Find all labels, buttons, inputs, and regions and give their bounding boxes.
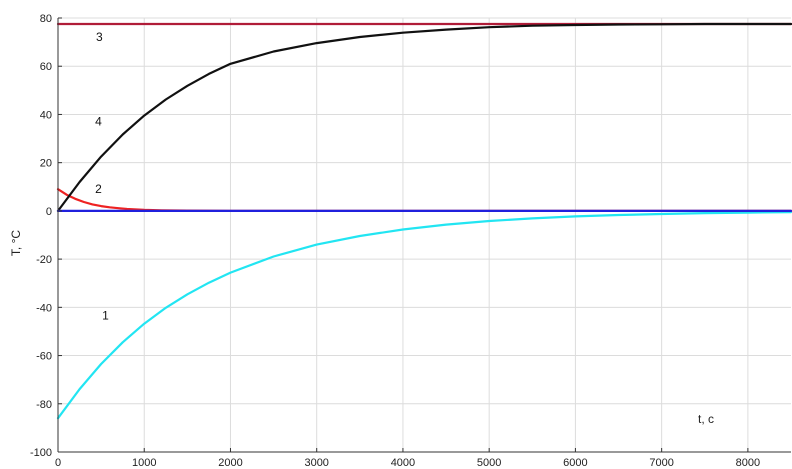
x-tick-label: 2000 — [218, 457, 242, 469]
series-line-4 — [56, 22, 792, 212]
x-tick-label: 8000 — [736, 457, 760, 469]
y-tick-label: 60 — [40, 61, 52, 73]
x-axis-label: t, c — [698, 412, 714, 426]
y-tick-label: 0 — [46, 206, 52, 218]
x-tick-label: 1000 — [132, 457, 156, 469]
curve-labels: 1 2 3 4 — [95, 30, 109, 322]
x-tick-label: 5000 — [477, 457, 501, 469]
tick-labels: 0 1000 2000 3000 4000 5000 6000 7000 8000 -100 -80… — [30, 13, 760, 469]
curve-label-2: 2 — [95, 182, 102, 196]
series-lines — [56, 22, 792, 420]
y-axis-label: T, °C — [9, 230, 23, 256]
grid — [57, 17, 791, 453]
series-line-1 — [56, 211, 792, 420]
y-tick-label: -20 — [36, 254, 52, 266]
x-tick-label: 7000 — [649, 457, 673, 469]
curve-label-1: 1 — [102, 308, 109, 322]
x-tick-label: 4000 — [391, 457, 415, 469]
x-tick-label: 6000 — [563, 457, 587, 469]
y-tick-label: -40 — [36, 302, 52, 314]
y-tick-label: -100 — [30, 447, 52, 459]
y-tick-label: -60 — [36, 351, 52, 363]
y-tick-label: -80 — [36, 399, 52, 411]
x-tick-label: 3000 — [304, 457, 328, 469]
y-tick-label: 80 — [40, 13, 52, 25]
axes — [57, 17, 791, 453]
x-tick-label: 0 — [55, 457, 61, 469]
y-tick-label: 20 — [40, 158, 52, 170]
y-tick-label: 40 — [40, 109, 52, 121]
curve-label-3: 3 — [96, 30, 103, 44]
curve-label-4: 4 — [95, 114, 102, 128]
